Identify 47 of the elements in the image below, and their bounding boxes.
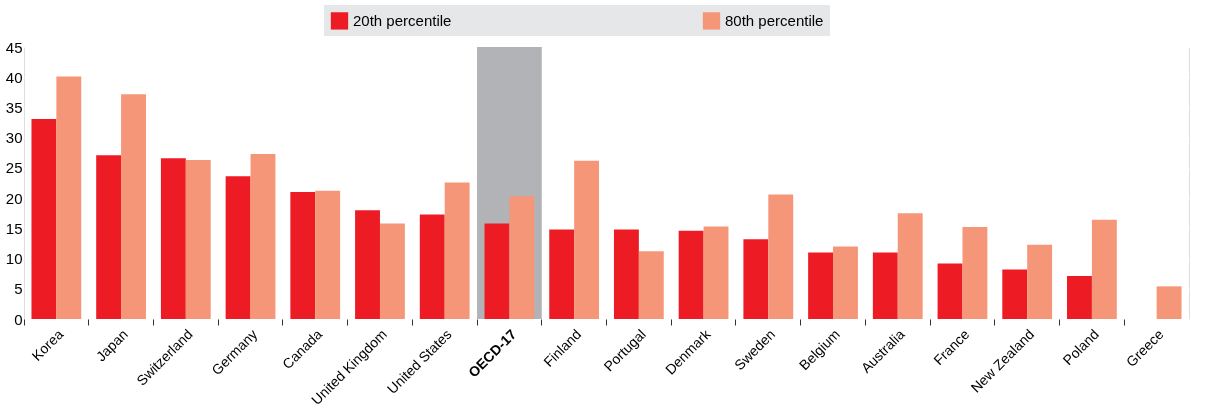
legend-label: 80th percentile [725,11,824,29]
y-tick-label: 20 [5,189,23,207]
bar [743,239,769,319]
bar [31,118,57,319]
y-tick-label: 15 [5,219,23,237]
bar [484,223,510,319]
y-tick-label: 0 [14,310,23,328]
bar [703,226,729,319]
bar [937,263,963,319]
bar [638,251,664,319]
bar [315,190,341,319]
bar [833,246,858,319]
bar [185,160,211,319]
bar [444,182,470,319]
bar [962,227,988,319]
bar [225,176,251,319]
bar [897,213,923,319]
bar [678,230,704,319]
y-tick-label: 35 [5,98,23,116]
y-tick-label: 25 [5,159,23,177]
y-tick-label: 30 [5,129,23,147]
bar [574,160,600,319]
bar [290,192,316,319]
bar [56,76,82,319]
legend-label: 20th percentile [353,11,452,29]
y-tick-label: 10 [5,250,23,268]
bar [613,229,639,319]
bar [355,210,380,319]
y-tick-label: 40 [5,68,23,86]
bar [1002,269,1028,319]
bar [1067,276,1092,319]
bar [1091,219,1117,319]
bar [419,214,445,319]
bar [96,155,122,319]
bar [160,158,186,319]
y-tick-label: 45 [5,38,23,56]
bar [121,94,146,319]
bar [509,196,535,319]
bar [549,229,575,319]
bar [250,153,276,319]
bar [768,194,794,319]
y-tick-label: 5 [14,280,23,298]
bar [808,252,834,319]
bar [1156,286,1182,319]
bar [1027,244,1053,319]
bar [379,223,405,319]
bar [872,252,898,319]
